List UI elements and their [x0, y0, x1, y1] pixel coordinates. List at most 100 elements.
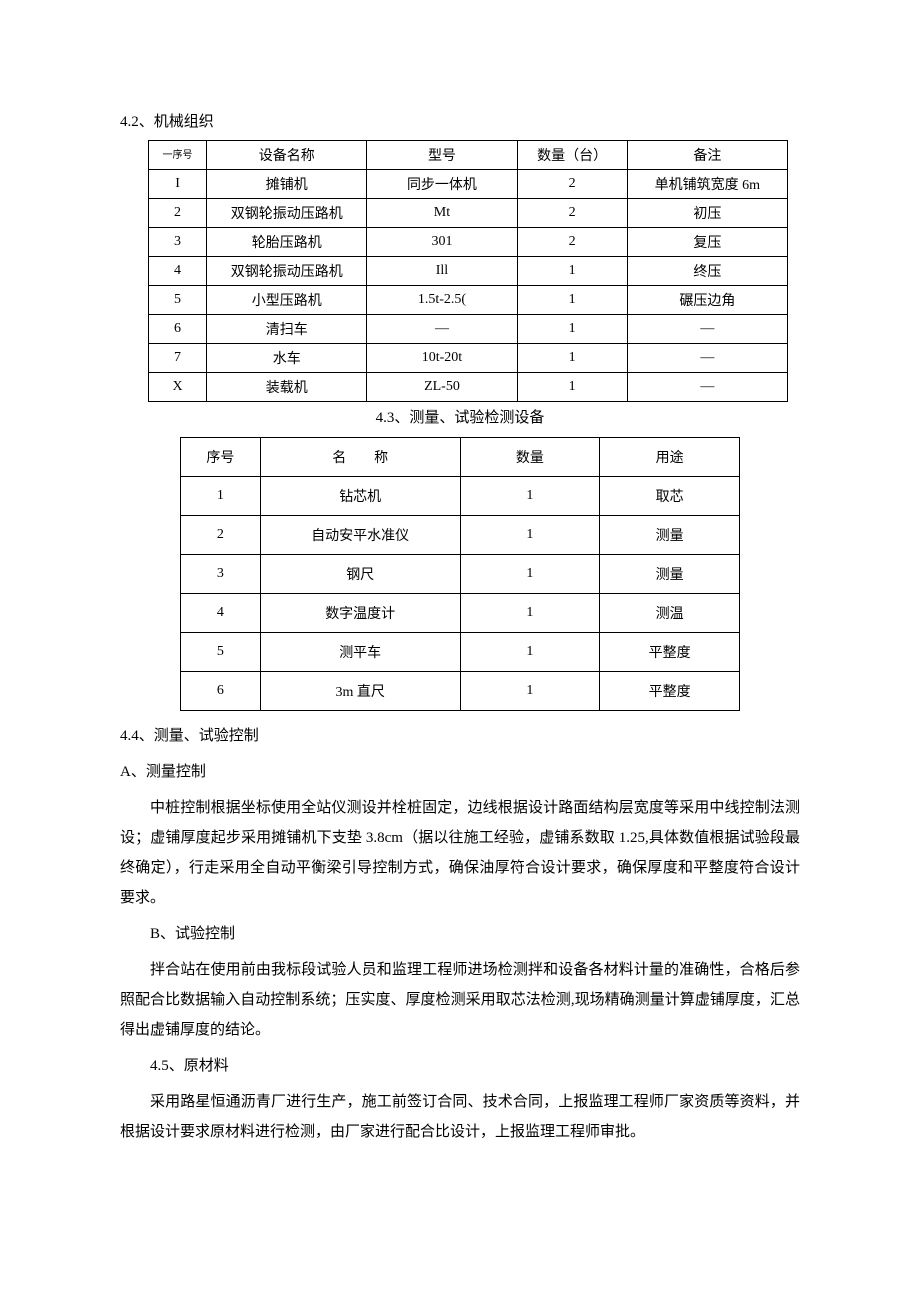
cell-name: 3m 直尺: [260, 672, 460, 711]
cell-qty: 1: [460, 633, 600, 672]
cell-seq: 5: [181, 633, 261, 672]
cell-name: 自动安平水准仪: [260, 516, 460, 555]
cell-name: 摊铺机: [207, 170, 367, 199]
cell-model: 同步一体机: [367, 170, 517, 199]
table-row: 2 双钢轮振动压路机 Mt 2 初压: [149, 199, 788, 228]
equipment-table: 序号 名 称 数量 用途 1 钻芯机 1 取芯 2 自动安平水准仪 1 测量 3…: [180, 437, 740, 711]
col-header-use: 用途: [600, 438, 740, 477]
cell-qty: 2: [517, 170, 627, 199]
cell-qty: 1: [517, 257, 627, 286]
cell-name: 钻芯机: [260, 477, 460, 516]
table-row: 3 轮胎压路机 301 2 复压: [149, 228, 788, 257]
sub-a-body: 中桩控制根据坐标使用全站仪测设并栓桩固定，边线根据设计路面结构层宽度等采用中线控…: [120, 793, 800, 913]
cell-qty: 1: [517, 344, 627, 373]
col-header-name: 设备名称: [207, 141, 367, 170]
machinery-table: 一序号 设备名称 型号 数量（台） 备注 I 摊铺机 同步一体机 2 单机铺筑宽…: [148, 140, 788, 402]
cell-use: 取芯: [600, 477, 740, 516]
col-header-seq: 序号: [181, 438, 261, 477]
cell-seq: 1: [181, 477, 261, 516]
cell-qty: 1: [517, 315, 627, 344]
table-row: 4 双钢轮振动压路机 Ill 1 终压: [149, 257, 788, 286]
cell-model: —: [367, 315, 517, 344]
table-row: 6 清扫车 — 1 —: [149, 315, 788, 344]
cell-model: Mt: [367, 199, 517, 228]
sub-b-body: 拌合站在使用前由我标段试验人员和监理工程师进场检测拌和设备各材料计量的准确性，合…: [120, 955, 800, 1045]
cell-model: 1.5t-2.5(: [367, 286, 517, 315]
cell-name: 测平车: [260, 633, 460, 672]
table-row: X 装载机 ZL-50 1 —: [149, 373, 788, 402]
cell-remark: 初压: [627, 199, 787, 228]
cell-model: 10t-20t: [367, 344, 517, 373]
cell-seq: 6: [181, 672, 261, 711]
table-row: 5 小型压路机 1.5t-2.5( 1 碾压边角: [149, 286, 788, 315]
cell-qty: 2: [517, 228, 627, 257]
table-row: 2 自动安平水准仪 1 测量: [181, 516, 740, 555]
cell-remark: 终压: [627, 257, 787, 286]
cell-remark: —: [627, 344, 787, 373]
cell-remark: 单机铺筑宽度 6m: [627, 170, 787, 199]
cell-name: 清扫车: [207, 315, 367, 344]
cell-qty: 1: [460, 477, 600, 516]
col-header-qty: 数量: [460, 438, 600, 477]
cell-seq: 3: [149, 228, 207, 257]
cell-model: ZL-50: [367, 373, 517, 402]
table-header-row: 一序号 设备名称 型号 数量（台） 备注: [149, 141, 788, 170]
section-4-5-body: 采用路星恒通沥青厂进行生产，施工前签订合同、技术合同，上报监理工程师厂家资质等资…: [120, 1087, 800, 1147]
section-4-2-heading: 4.2、机械组织: [120, 110, 800, 134]
col-header-seq: 一序号: [149, 141, 207, 170]
table-header-row: 序号 名 称 数量 用途: [181, 438, 740, 477]
cell-use: 测量: [600, 555, 740, 594]
cell-name: 双钢轮振动压路机: [207, 257, 367, 286]
sub-b-heading: B、试验控制: [120, 919, 800, 949]
cell-use: 平整度: [600, 633, 740, 672]
cell-remark: —: [627, 373, 787, 402]
cell-seq: 2: [181, 516, 261, 555]
cell-remark: 复压: [627, 228, 787, 257]
table-row: 7 水车 10t-20t 1 —: [149, 344, 788, 373]
col-header-qty: 数量（台）: [517, 141, 627, 170]
cell-remark: 碾压边角: [627, 286, 787, 315]
section-4-4-heading: 4.4、测量、试验控制: [120, 721, 800, 751]
cell-seq: I: [149, 170, 207, 199]
cell-seq: 4: [181, 594, 261, 633]
sub-a-heading: A、测量控制: [120, 757, 800, 787]
cell-qty: 1: [460, 516, 600, 555]
cell-name: 双钢轮振动压路机: [207, 199, 367, 228]
cell-use: 测量: [600, 516, 740, 555]
cell-name: 水车: [207, 344, 367, 373]
table-row: I 摊铺机 同步一体机 2 单机铺筑宽度 6m: [149, 170, 788, 199]
cell-qty: 1: [517, 286, 627, 315]
col-header-name: 名 称: [260, 438, 460, 477]
cell-name: 装载机: [207, 373, 367, 402]
cell-model: 301: [367, 228, 517, 257]
cell-seq: 3: [181, 555, 261, 594]
cell-qty: 1: [460, 594, 600, 633]
cell-qty: 1: [517, 373, 627, 402]
cell-seq: 7: [149, 344, 207, 373]
cell-use: 测温: [600, 594, 740, 633]
table-row: 6 3m 直尺 1 平整度: [181, 672, 740, 711]
cell-remark: —: [627, 315, 787, 344]
cell-seq: 5: [149, 286, 207, 315]
cell-qty: 1: [460, 555, 600, 594]
cell-seq: 2: [149, 199, 207, 228]
cell-qty: 2: [517, 199, 627, 228]
table-row: 3 钢尺 1 测量: [181, 555, 740, 594]
col-header-remark: 备注: [627, 141, 787, 170]
cell-qty: 1: [460, 672, 600, 711]
cell-seq: X: [149, 373, 207, 402]
cell-model: Ill: [367, 257, 517, 286]
cell-name: 钢尺: [260, 555, 460, 594]
cell-seq: 6: [149, 315, 207, 344]
document-page: 4.2、机械组织 一序号 设备名称 型号 数量（台） 备注 I 摊铺机 同步一体…: [0, 0, 920, 1213]
cell-use: 平整度: [600, 672, 740, 711]
col-header-model: 型号: [367, 141, 517, 170]
section-4-5-heading: 4.5、原材料: [120, 1051, 800, 1081]
section-4-3-heading: 4.3、测量、试验检测设备: [120, 406, 800, 427]
cell-name: 小型压路机: [207, 286, 367, 315]
table-row: 1 钻芯机 1 取芯: [181, 477, 740, 516]
table-row: 4 数字温度计 1 测温: [181, 594, 740, 633]
table-row: 5 测平车 1 平整度: [181, 633, 740, 672]
cell-seq: 4: [149, 257, 207, 286]
cell-name: 数字温度计: [260, 594, 460, 633]
